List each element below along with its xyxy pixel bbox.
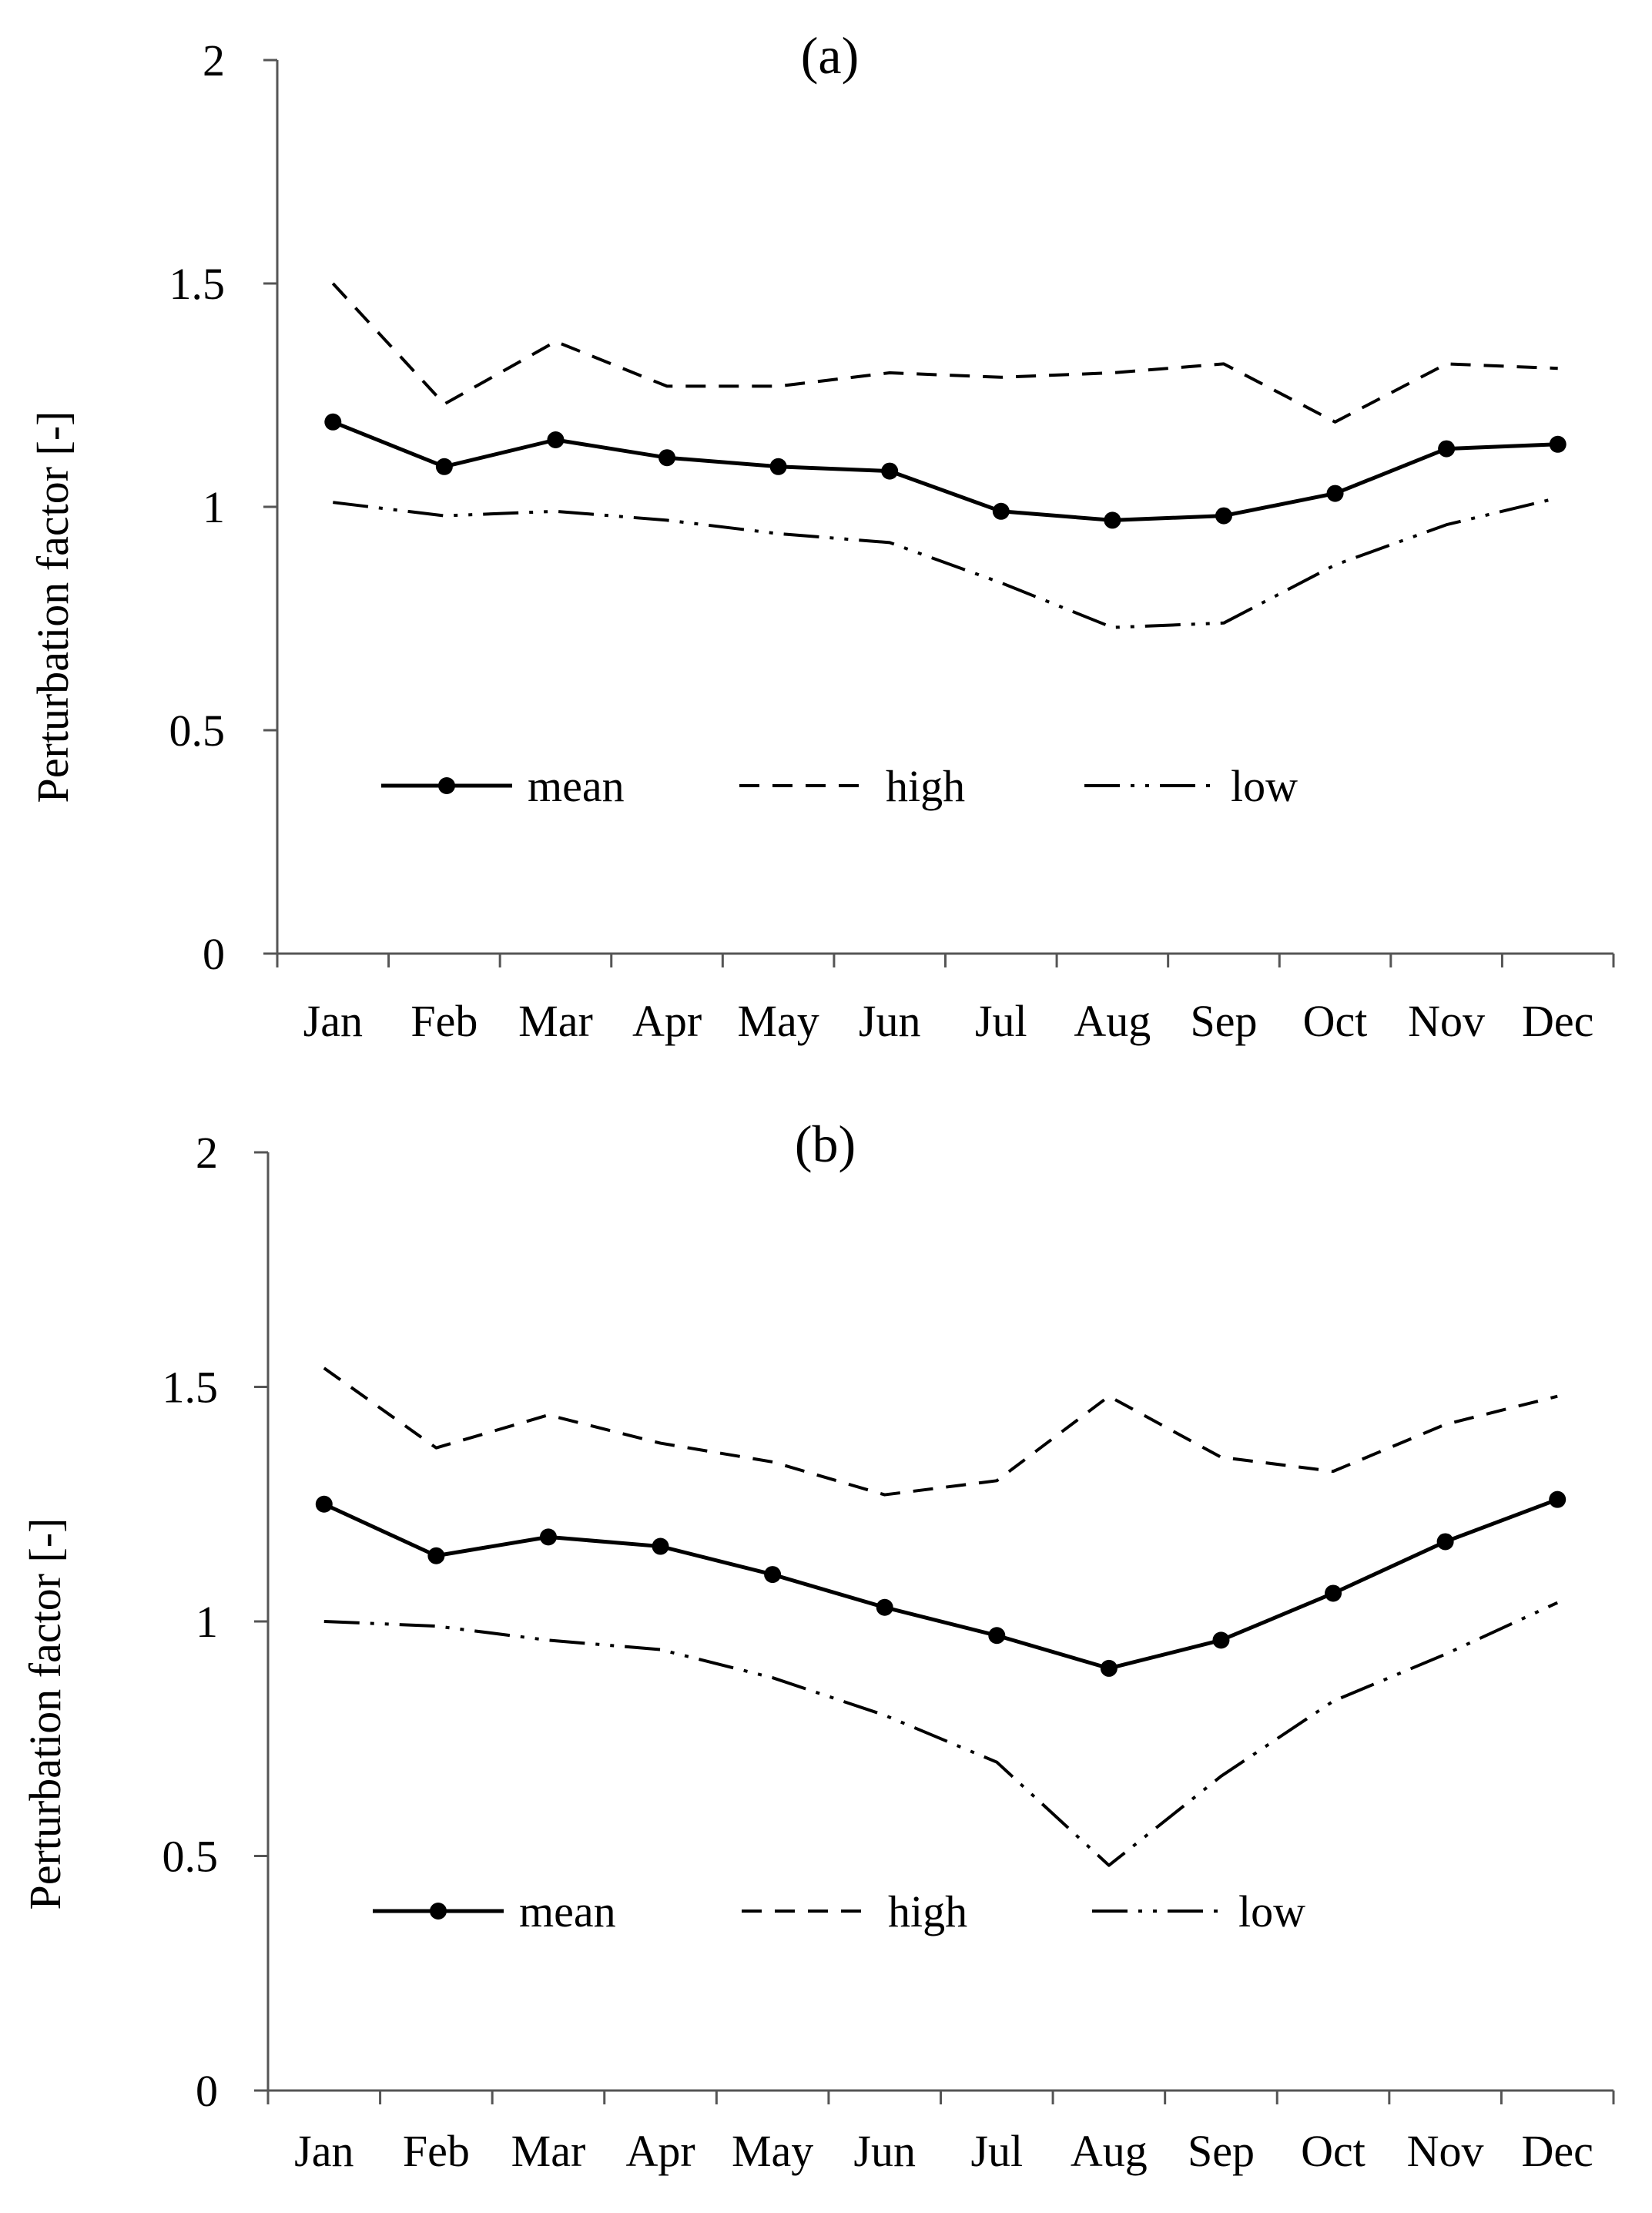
data-point-mean [1438, 440, 1456, 458]
data-point-mean [324, 413, 342, 431]
data-point-mean [435, 458, 453, 475]
data-point-mean [315, 1495, 333, 1513]
series-line-mean [323, 1497, 1559, 1671]
x-tick-label: Aug [1074, 996, 1151, 1046]
x-tick-label: Feb [410, 996, 478, 1046]
data-point-mean [769, 458, 787, 475]
data-point-mean [1104, 511, 1121, 529]
series-line-mean [332, 420, 1558, 522]
legend-marker-mean [438, 777, 455, 794]
data-point-mean [652, 1537, 669, 1555]
x-tick-label: Feb [403, 2126, 470, 2176]
data-point-mean [658, 449, 676, 467]
x-tick-label: Apr [632, 996, 702, 1046]
series-line-low [323, 1601, 1559, 1867]
data-point-mean [427, 1547, 445, 1564]
y-axis-label: Perturbation factor [-] [20, 1518, 70, 1910]
x-tick-label: Jun [853, 2126, 916, 2176]
x-tick-label: Sep [1190, 996, 1257, 1046]
y-tick-label: 0.5 [163, 1832, 219, 1882]
y-axis-label: Perturbation factor [-] [28, 411, 78, 803]
x-tick-label: May [737, 996, 819, 1046]
legend-label-high: high [886, 761, 965, 811]
chart-b-svg: 0 0.5 1 1.5 2 Jan Feb Mar Apr May Jun Jul Aug Sep Oct N… [20, 1115, 1615, 2176]
data-point-mean [992, 502, 1010, 520]
x-tick-label: Dec [1522, 2126, 1593, 2176]
series-line-high [331, 282, 1558, 424]
legend-marker-mean [430, 1903, 447, 1920]
x-tick-label: Oct [1301, 2126, 1365, 2176]
chart-a-svg: 0 0.5 1 1.5 2 Jan Feb Mar Apr May Jun Jul Aug Sep Oct N… [28, 26, 1615, 1046]
y-tick-label: 1 [203, 482, 225, 532]
data-point-mean [1326, 485, 1344, 502]
chart-title: (a) [801, 26, 859, 85]
x-tick-label: Dec [1522, 996, 1593, 1046]
legend-label-low: low [1231, 761, 1298, 811]
data-point-mean [881, 462, 899, 480]
data-point-mean [1212, 1631, 1230, 1649]
x-tick-label: Apr [625, 2126, 695, 2176]
x-tick-label: Mar [518, 996, 593, 1046]
y-tick-label: 1 [196, 1597, 218, 1647]
y-tick-label: 0 [203, 929, 225, 979]
data-point-mean [1436, 1533, 1454, 1551]
data-point-mean [1100, 1659, 1118, 1677]
x-tick-label: Jul [975, 996, 1027, 1046]
legend-label-mean: mean [528, 761, 625, 811]
series-line-low [333, 496, 1559, 629]
y-tick-label: 0.5 [169, 706, 226, 756]
chart-title: (b) [795, 1115, 856, 1173]
y-tick-label: 1.5 [163, 1363, 219, 1413]
x-tick-label: Sep [1188, 2126, 1255, 2176]
legend-label-mean: mean [519, 1886, 616, 1936]
y-tick-label: 0 [196, 2066, 218, 2116]
legend-label-high: high [888, 1886, 967, 1936]
data-point-mean [539, 1528, 557, 1546]
data-point-mean [764, 1566, 782, 1584]
y-tick-label: 2 [196, 1128, 218, 1178]
data-point-mean [1325, 1584, 1342, 1602]
x-tick-label: Jun [859, 996, 921, 1046]
x-tick-label: Jan [303, 996, 363, 1046]
x-tick-label: Aug [1071, 2126, 1148, 2176]
chart-a: 0 0.5 1 1.5 2 Jan Feb Mar Apr May Jun Jul Aug Sep Oct N… [0, 0, 1652, 1078]
chart-b: 0 0.5 1 1.5 2 Jan Feb Mar Apr May Jun Jul Aug Sep Oct N… [0, 1078, 1652, 2213]
data-point-mean [1549, 435, 1567, 453]
x-tick-label: May [732, 2126, 813, 2176]
series-line-high [323, 1366, 1558, 1497]
y-tick-label: 2 [203, 35, 225, 86]
data-point-mean [547, 431, 565, 448]
data-point-mean [988, 1627, 1006, 1645]
x-tick-label: Jul [970, 2126, 1023, 2176]
x-tick-label: Mar [511, 2126, 586, 2176]
data-point-mean [876, 1598, 893, 1616]
data-point-mean [1549, 1490, 1567, 1508]
x-tick-label: Nov [1407, 2126, 1484, 2176]
y-tick-label: 1.5 [169, 259, 226, 309]
legend-label-low: low [1238, 1886, 1305, 1936]
data-point-mean [1215, 507, 1232, 525]
x-tick-label: Nov [1408, 996, 1485, 1046]
x-tick-label: Oct [1303, 996, 1368, 1046]
x-tick-label: Jan [294, 2126, 354, 2176]
